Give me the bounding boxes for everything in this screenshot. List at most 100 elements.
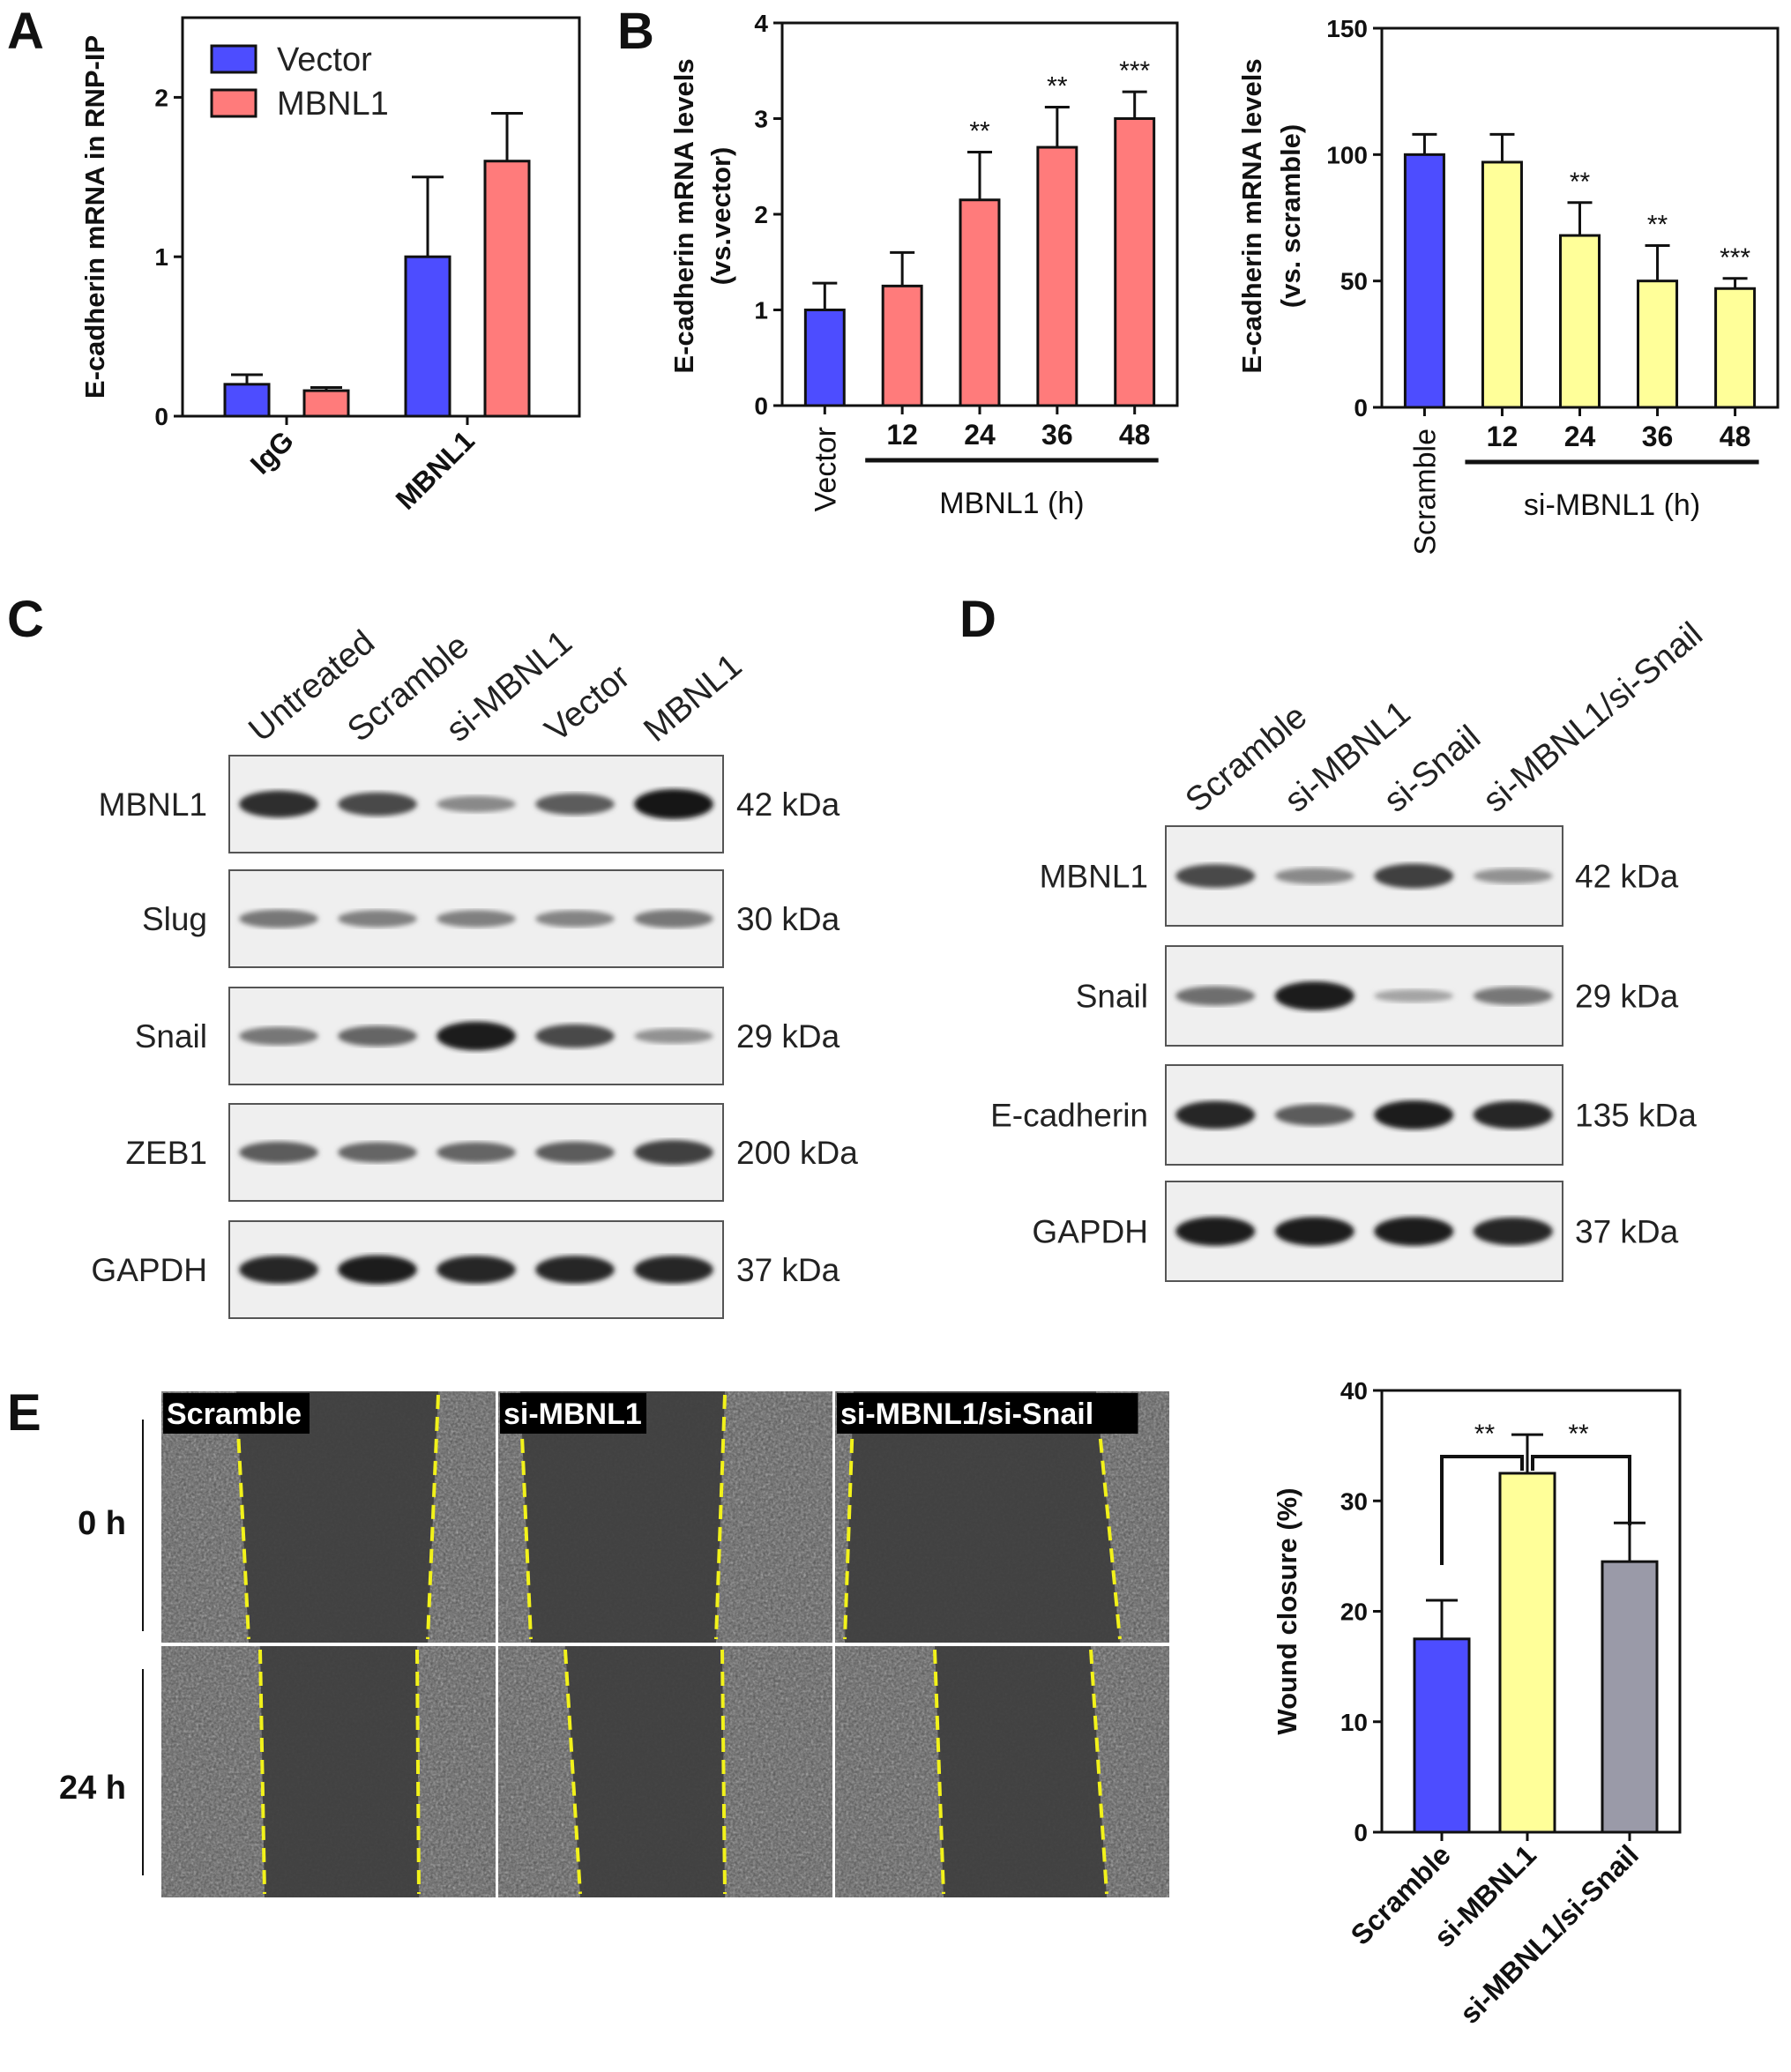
blot-c-band (535, 1256, 615, 1284)
wound-edge-line (843, 1394, 855, 1640)
chart-a-y-label: E-cadherin mRNA in RNP-IP (79, 35, 110, 399)
blot-d-size-label: 42 kDa (1575, 859, 1679, 895)
chart-b2-category-label: 48 (1720, 421, 1751, 452)
chart-a-bar (483, 160, 531, 418)
chart-b2-significance: ** (1647, 211, 1668, 240)
chart-b1-y-label: E-cadherin mRNA levels (668, 58, 699, 373)
chart-e-significance: ** (1474, 1420, 1496, 1449)
wound-gap (260, 1646, 419, 1897)
chart-b1-y-tick-label: 4 (754, 10, 768, 37)
chart-b1-y-tick-label: 2 (754, 201, 768, 228)
blot-c-protein-label: ZEB1 (125, 1135, 207, 1171)
chart-b1-significance: *** (1119, 56, 1150, 86)
chart-b1-category-label: Vector (809, 427, 842, 511)
chart-a-category-label: MBNL1 (390, 424, 481, 515)
wound-column-label-bg (500, 1393, 646, 1434)
blot-d-band (1473, 868, 1553, 884)
blot-c-band (437, 910, 516, 928)
chart-a-bar (404, 255, 451, 418)
panel-label-e: E (7, 1384, 41, 1442)
wound-column-label: Scramble (167, 1397, 302, 1431)
chart-b1-significance: ** (1047, 71, 1068, 101)
panel-label-b: B (617, 3, 654, 60)
wound-column-label: si-MBNL1 (504, 1397, 642, 1431)
blot-d-band (1374, 1100, 1454, 1129)
wound-gap (236, 1391, 438, 1643)
wound-edge-line (720, 1649, 727, 1895)
chart-b1-bar (881, 284, 923, 407)
blot-c-band (634, 789, 713, 819)
chart-a-bar (302, 389, 350, 418)
chart-b2-y-label: E-cadherin mRNA levels (1236, 58, 1267, 373)
chart-b1-category-label: 48 (1119, 419, 1151, 451)
wound-edge-line (258, 1649, 266, 1895)
wound-time-label: 24 h (59, 1770, 126, 1807)
blot-c-band (239, 790, 318, 818)
chart-e-y-tick-label: 30 (1340, 1487, 1368, 1515)
wound-edge-line (563, 1649, 582, 1895)
chart-a-y-tick-label: 2 (154, 84, 168, 111)
chart-b2-group-label: si-MBNL1 (h) (1524, 488, 1700, 522)
blot-c-band (634, 1256, 713, 1284)
chart-b1-bar (803, 309, 846, 407)
blot-d-band (1473, 1100, 1553, 1129)
wound-edge-line (933, 1649, 945, 1895)
blot-c-size-label: 37 kDa (736, 1252, 840, 1288)
wound-edge-line (235, 1394, 250, 1640)
chart-b1-category-label: 24 (964, 419, 996, 451)
blot-c-band (338, 910, 417, 928)
chart-b1-category-label: 12 (886, 419, 918, 451)
blot-c-band (338, 1025, 417, 1047)
blot-d-protein-label: Snail (1076, 979, 1148, 1015)
blot-d-size-label: 37 kDa (1575, 1214, 1679, 1250)
chart-e-bar (1498, 1472, 1556, 1834)
wound-edge-line (1089, 1649, 1108, 1895)
chart-b2-y-tick-label: 0 (1354, 394, 1368, 421)
wound-gap (845, 1391, 1120, 1643)
blot-d-band (1175, 1217, 1256, 1246)
chart-e-y-tick-label: 0 (1354, 1819, 1368, 1846)
chart-b2-category-label: 36 (1642, 421, 1674, 452)
chart-b2-y-label: (vs. scramble) (1275, 124, 1306, 309)
blot-c-band (338, 1255, 417, 1285)
wound-edge-line (1094, 1394, 1122, 1640)
blot-d-band (1274, 868, 1354, 884)
blot-c-band (338, 792, 417, 816)
panel-label-a: A (7, 3, 44, 60)
blot-d-band (1374, 863, 1454, 889)
panel-label-d: D (959, 591, 996, 648)
western-blot-d: MBNL1 42 kDa Snail 29 kDa E-cadherin 135 kDa G… (990, 615, 1710, 1282)
chart-b-si-mbnl1: 0 50 100 150 Scramble 12 ** 24 ** 36 *** 48 si-MBNL1… (1236, 15, 1780, 555)
blot-c-band (634, 1028, 713, 1044)
blot-d-protein-label: MBNL1 (1040, 859, 1148, 895)
blot-d-size-label: 29 kDa (1575, 979, 1679, 1015)
blot-d-band (1274, 981, 1354, 1010)
wound-time-label: 0 h (78, 1505, 126, 1542)
chart-e-significance: ** (1568, 1420, 1589, 1449)
wound-healing-images: Scramble si-MBNL1 si-MBNL1/si-Snail 0 h 24 h (59, 1391, 1169, 1897)
chart-a-legend-swatch (210, 88, 257, 118)
blot-d-band (1473, 987, 1553, 1005)
blot-c-band (338, 1142, 417, 1163)
wound-edge-line (714, 1394, 727, 1640)
chart-e-bar (1413, 1637, 1471, 1834)
blot-c-band (437, 1142, 516, 1163)
blot-d-protein-label: E-cadherin (990, 1098, 1148, 1134)
blot-c-size-label: 200 kDa (736, 1135, 858, 1171)
chart-a-legend-label: Vector (277, 41, 372, 78)
blot-d-band (1473, 1217, 1553, 1246)
chart-b2-y-tick-label: 50 (1340, 268, 1368, 295)
blot-c-band (535, 1024, 615, 1048)
chart-b1-y-label: (vs.vector) (705, 147, 736, 286)
wound-edge-line (415, 1649, 421, 1895)
chart-b2-category-label: Scramble (1408, 429, 1442, 555)
blot-c-band (535, 910, 615, 928)
chart-b1-bar (959, 198, 1001, 407)
chart-b1-group-label: MBNL1 (h) (939, 487, 1084, 520)
blot-c-size-label: 30 kDa (736, 901, 840, 937)
chart-b2-bar (1481, 160, 1523, 409)
chart-b2-category-label: 24 (1564, 421, 1596, 452)
chart-e-comparison-bracket (1440, 1455, 1524, 1565)
chart-e-y-tick-label: 20 (1340, 1599, 1368, 1626)
wound-gap (935, 1646, 1107, 1897)
